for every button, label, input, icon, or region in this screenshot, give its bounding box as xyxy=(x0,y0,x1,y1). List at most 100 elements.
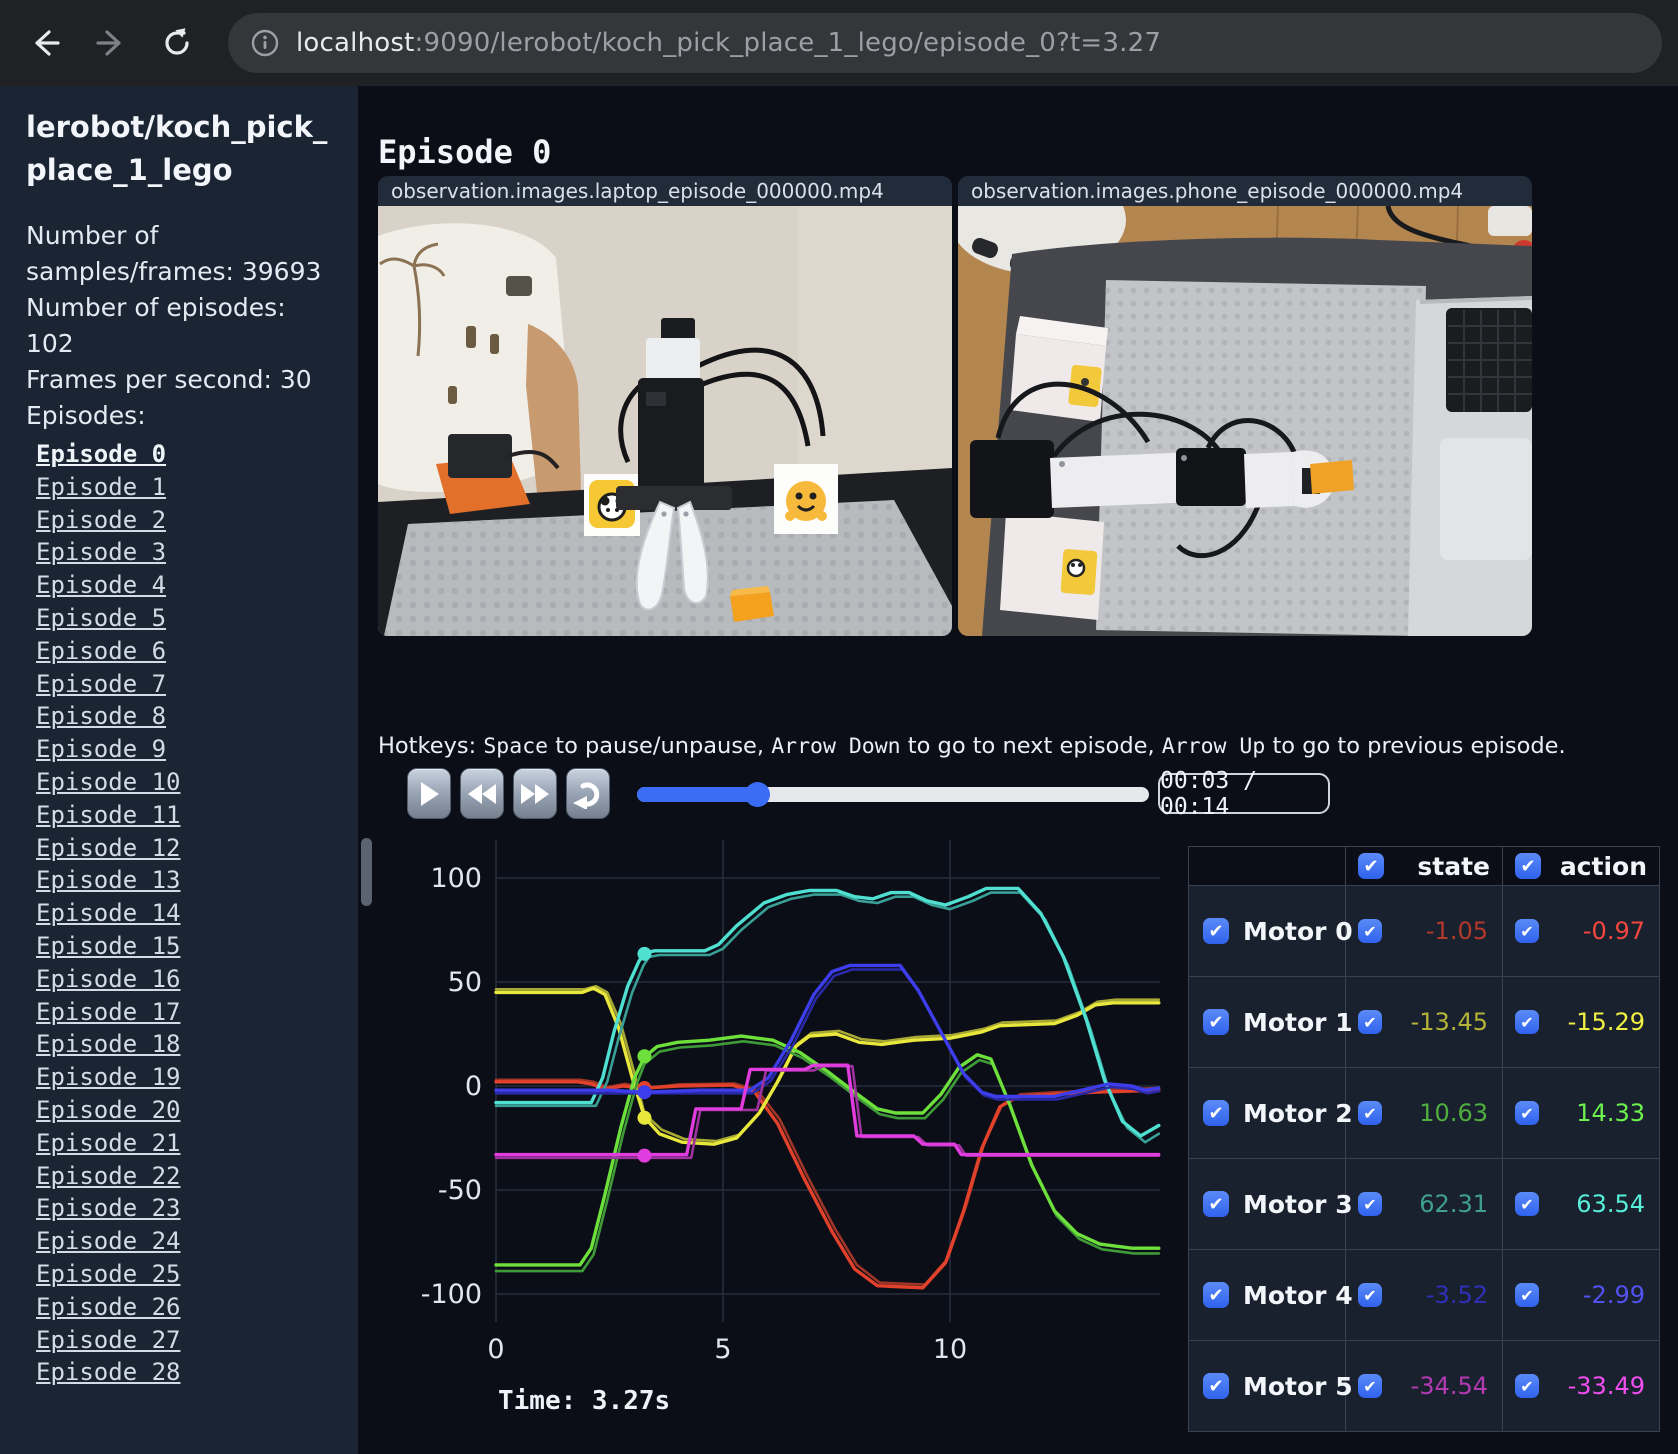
motor-label: Motor 5 xyxy=(1243,1371,1353,1401)
hotkey-text: Hotkeys: xyxy=(378,732,484,759)
sidebar-episode-link[interactable]: Episode 15 xyxy=(36,931,181,960)
motor-timeseries-chart[interactable]: 0 5 10 100 50 0 -50 -100 xyxy=(378,830,1178,1390)
seek-slider[interactable] xyxy=(637,782,1149,807)
sidebar-episode-link[interactable]: Episode 21 xyxy=(36,1128,181,1157)
sidebar-episode-link[interactable]: Episode 2 xyxy=(36,505,167,534)
rewind-button[interactable] xyxy=(460,768,504,819)
action-value: -33.49 xyxy=(1567,1372,1645,1400)
video-phone-camera[interactable]: observation.images.phone_episode_000000.… xyxy=(958,176,1532,636)
state-checkbox[interactable]: ✔ xyxy=(1358,919,1382,943)
motor-checkbox[interactable]: ✔ xyxy=(1203,918,1229,944)
sidebar-episode-link[interactable]: Episode 22 xyxy=(36,1161,181,1190)
action-checkbox[interactable]: ✔ xyxy=(1515,1010,1539,1034)
sidebar-episode-link[interactable]: Episode 26 xyxy=(36,1292,181,1321)
state-checkbox[interactable]: ✔ xyxy=(1358,1010,1382,1034)
sidebar-episode-link[interactable]: Episode 4 xyxy=(36,571,167,600)
sidebar-episode-link[interactable]: Episode 9 xyxy=(36,735,167,764)
sidebar-episode-link[interactable]: Episode 14 xyxy=(36,899,181,928)
sidebar-episode-link[interactable]: Episode 27 xyxy=(36,1325,181,1354)
sidebar-episode-link[interactable]: Episode 19 xyxy=(36,1063,181,1092)
sidebar-episode-link[interactable]: Episode 13 xyxy=(36,866,181,895)
sidebar-episode-link[interactable]: Episode 6 xyxy=(36,636,167,665)
state-value: -34.54 xyxy=(1410,1372,1488,1400)
reload-icon[interactable] xyxy=(156,22,198,64)
state-value: -13.45 xyxy=(1410,1008,1488,1036)
sidebar-episode-link[interactable]: Episode 8 xyxy=(36,702,167,731)
state-checkbox[interactable]: ✔ xyxy=(1358,1283,1382,1307)
sidebar-episode-link[interactable]: Episode 5 xyxy=(36,603,167,632)
robot-arm-front xyxy=(616,318,826,611)
action-checkbox[interactable]: ✔ xyxy=(1515,919,1539,943)
state-value: 10.63 xyxy=(1419,1099,1488,1127)
svg-text:0: 0 xyxy=(487,1334,504,1365)
play-button[interactable] xyxy=(407,768,451,819)
motor-label: Motor 2 xyxy=(1243,1098,1353,1128)
motor-checkbox[interactable]: ✔ xyxy=(1203,1009,1229,1035)
page-title: Episode 0 xyxy=(378,132,552,171)
address-bar[interactable]: localhost:9090/lerobot/koch_pick_place_1… xyxy=(228,13,1662,73)
motor-checkbox[interactable]: ✔ xyxy=(1203,1282,1229,1308)
fast-forward-button[interactable] xyxy=(513,768,557,819)
sidebar-episode-link[interactable]: Episode 24 xyxy=(36,1227,181,1256)
action-value: 63.54 xyxy=(1576,1190,1645,1218)
state-value: -3.52 xyxy=(1425,1281,1488,1309)
table-row: ✔ Motor 2 ✔ 10.63 ✔ 14.33 xyxy=(1188,1067,1660,1159)
motor-header-cell xyxy=(1188,846,1346,886)
action-checkbox[interactable]: ✔ xyxy=(1515,1101,1539,1125)
sidebar-episode-link[interactable]: Episode 1 xyxy=(36,472,167,501)
state-header: state xyxy=(1417,851,1490,881)
state-checkbox[interactable]: ✔ xyxy=(1358,1192,1382,1216)
motor-checkbox[interactable]: ✔ xyxy=(1203,1373,1229,1399)
video-laptop-camera[interactable]: observation.images.laptop_episode_000000… xyxy=(378,176,952,636)
action-column-checkbox[interactable]: ✔ xyxy=(1515,853,1541,879)
action-checkbox[interactable]: ✔ xyxy=(1515,1192,1539,1216)
robot-arm-top xyxy=(970,381,1335,559)
motor-label: Motor 4 xyxy=(1243,1280,1353,1310)
dataset-info: Number of samples/frames: 39693 Number o… xyxy=(26,218,326,434)
video-frame-phone xyxy=(958,206,1532,636)
sidebar-episode-link[interactable]: Episode 3 xyxy=(36,538,167,567)
hotkey-key: Arrow Down xyxy=(771,733,901,759)
sidebar-episode-link[interactable]: Episode 18 xyxy=(36,1030,181,1059)
sidebar-episode-link[interactable]: Episode 17 xyxy=(36,997,181,1026)
sidebar-episode-link[interactable]: Episode 20 xyxy=(36,1095,181,1124)
action-checkbox[interactable]: ✔ xyxy=(1515,1374,1539,1398)
table-header-row: ✔ state ✔ action xyxy=(1188,846,1660,886)
sidebar-episode-link[interactable]: Episode 28 xyxy=(36,1358,181,1387)
state-checkbox[interactable]: ✔ xyxy=(1358,1101,1382,1125)
sidebar-episode-link[interactable]: Episode 16 xyxy=(36,964,181,993)
sidebar-scrollbar-thumb[interactable] xyxy=(361,838,372,906)
url-text: localhost:9090/lerobot/koch_pick_place_1… xyxy=(296,28,1162,58)
site-info-icon[interactable] xyxy=(250,28,280,58)
seek-slider-thumb[interactable] xyxy=(745,782,771,807)
state-checkbox[interactable]: ✔ xyxy=(1358,1374,1382,1398)
white-box-bottom xyxy=(1000,512,1104,620)
sidebar-episode-link[interactable]: Episode 0 xyxy=(36,440,167,468)
motor-checkbox[interactable]: ✔ xyxy=(1203,1191,1229,1217)
chart-time-label: Time: 3.27s xyxy=(498,1386,671,1416)
sidebar: lerobot/koch_pick_place_1_lego Number of… xyxy=(0,86,358,1454)
loop-button[interactable] xyxy=(566,768,610,819)
state-column-checkbox[interactable]: ✔ xyxy=(1358,853,1384,879)
svg-text:50: 50 xyxy=(448,967,482,998)
forward-icon[interactable] xyxy=(90,22,132,64)
hotkeys-help: Hotkeys: Space to pause/unpause, Arrow D… xyxy=(378,733,1566,759)
sidebar-episode-link[interactable]: Episode 7 xyxy=(36,669,167,698)
action-checkbox[interactable]: ✔ xyxy=(1515,1283,1539,1307)
sidebar-episode-link[interactable]: Episode 25 xyxy=(36,1259,181,1288)
sidebar-episode-link[interactable]: Episode 10 xyxy=(36,767,181,796)
sidebar-episode-link[interactable]: Episode 12 xyxy=(36,833,181,862)
sidebar-episode-link[interactable]: Episode 11 xyxy=(36,800,181,829)
motor-checkbox[interactable]: ✔ xyxy=(1203,1100,1229,1126)
white-box-top xyxy=(1010,316,1108,422)
hotkey-text: to go to previous episode. xyxy=(1265,732,1566,759)
svg-text:10: 10 xyxy=(933,1334,967,1365)
sidebar-episode-link[interactable]: Episode 23 xyxy=(36,1194,181,1223)
episodes-count: Number of episodes: 102 xyxy=(26,293,286,358)
samples-count: Number of samples/frames: 39693 xyxy=(26,221,322,286)
episode-list: Episode 0 Episode 1 Episode 2 Episode 3 Epis… xyxy=(36,438,358,1389)
fps-info: Frames per second: 30 xyxy=(26,365,312,394)
motor-label: Motor 0 xyxy=(1243,916,1353,946)
back-icon[interactable] xyxy=(24,22,66,64)
